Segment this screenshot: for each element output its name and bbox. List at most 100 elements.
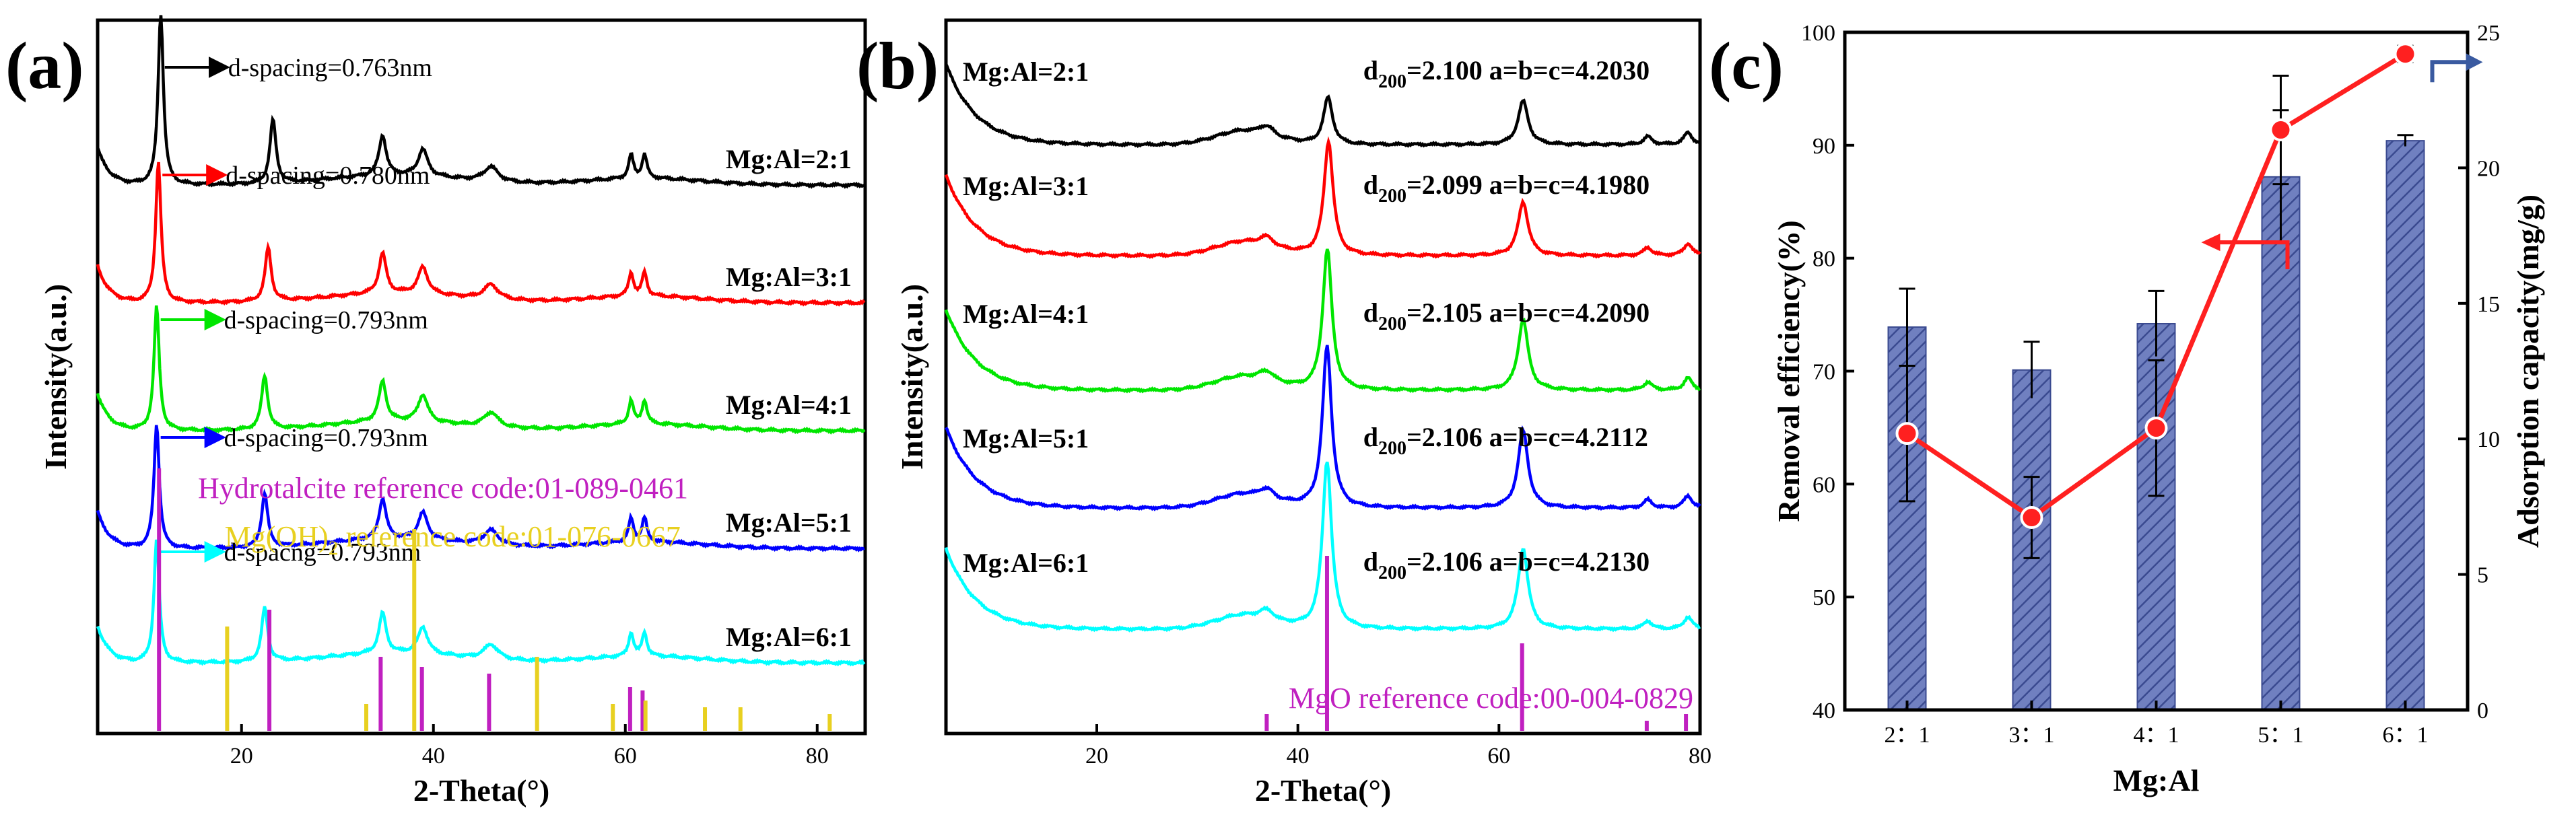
panel-b-ref-mgo-label: MgO reference code:00-004-0829: [1289, 682, 1693, 715]
panel-b-series-line: [944, 63, 1701, 149]
panel-a-dspacing-label: d-spacing=0.793nm: [224, 424, 428, 452]
panel-c-left-axis-arrowhead: [2201, 234, 2221, 252]
panel-c-ytick-label: 60: [1812, 472, 1835, 497]
panel-c-xtick-label: 3：1: [2009, 723, 2055, 748]
panel-c-bar: [2385, 140, 2425, 711]
panel-b-xlabel: 2-Theta(°): [1255, 773, 1391, 808]
panel-c-ylabel: Removal efficiency(%): [1771, 220, 1806, 522]
panel-b-dspacing-sub: 200: [1378, 563, 1406, 583]
panel-a-ref-mgoh2-label: Mg(OH)2 reference code:01-076-0667: [225, 520, 681, 559]
panel-c-xtick-label: 4：1: [2134, 723, 2179, 748]
panel-c-point: [2269, 118, 2293, 142]
panel-b-dspacing-label: d200=2.099 a=b=c=4.1980: [1363, 170, 1650, 207]
panel-b-xtick-label: 40: [1287, 744, 1310, 769]
panel-b-dspacing-sub: 200: [1378, 438, 1406, 459]
panel-a-dspacing-label: d-spacing=0.763nm: [228, 54, 432, 82]
panel-b-xtick-label: 80: [1689, 744, 1711, 769]
panel-b-dspacing-value: =2.105 a=b=c=4.2090: [1406, 297, 1650, 328]
panel-b-dspacing-d: d: [1363, 546, 1378, 577]
panel-a-ref-mgoh2-suffix: reference code:01-076-0667: [339, 520, 681, 553]
panel-c-xtick-label: 6：1: [2383, 723, 2429, 748]
panel-c-xtick-label: 5：1: [2258, 723, 2304, 748]
panel-a-ylabel: Intensity(a.u.): [38, 284, 73, 470]
panel-c-point: [2394, 42, 2417, 66]
panel-a-label: (a): [5, 28, 84, 103]
panel-a-xtick-label: 80: [806, 744, 829, 769]
panel-c-y2tick-label: 20: [2477, 156, 2500, 181]
panel-a-series-label: Mg:Al=3:1: [726, 262, 852, 292]
panel-a-dspacing-label: d-spacing=0.793nm: [224, 306, 428, 334]
panel-a-ref-hydrotalcite-label: Hydrotalcite reference code:01-089-0461: [198, 472, 688, 505]
panel-c-ytick-label: 50: [1812, 585, 1835, 610]
panel-c-right-axis-arrow: [2430, 60, 2470, 83]
panel-b-series-label: Mg:Al=2:1: [963, 57, 1089, 87]
panel-c-bar: [2261, 176, 2301, 711]
panel-a-series-line: [96, 162, 866, 307]
panel-b-dspacing-value: =2.100 a=b=c=4.2030: [1406, 55, 1650, 85]
panel-c-left-axis-arrow: [2213, 240, 2290, 270]
panel-a-dspacing-label: d-spacng=0.793nm: [224, 538, 421, 567]
panel-a-xtick-label: 40: [422, 744, 445, 769]
panel-a-ref-mgoh2-prefix: Mg(OH): [225, 520, 329, 553]
panel-c-chart: 40 50 60 70 80 90 100 0 5 10 15 20 25 2：1 3：1 4：1 5：1 6：1…: [1771, 21, 2545, 797]
panel-b-dspacing-d: d: [1363, 297, 1378, 328]
panel-c-right-axis-arrowhead: [2466, 53, 2483, 71]
panel-b-series-label: Mg:Al=6:1: [963, 548, 1089, 578]
panel-c-y2tick-label: 10: [2477, 427, 2500, 452]
panel-a-xtick-label: 20: [230, 744, 253, 769]
panel-c-y2label: Adsorption capacity(mg/g): [2511, 194, 2545, 548]
panel-c-y2tick-label: 25: [2477, 21, 2500, 46]
panel-b-dspacing-sub: 200: [1378, 186, 1406, 207]
panel-a-xlabel: 2-Theta(°): [413, 773, 549, 808]
panel-b-frame: [944, 18, 1702, 736]
panel-b-dspacing-d: d: [1363, 422, 1378, 452]
panel-c-y2tick-label: 15: [2477, 292, 2500, 317]
panel-c-y2tick-label: 5: [2477, 563, 2488, 588]
panel-a-frame: [96, 18, 867, 736]
panel-b-label: (b): [856, 28, 939, 103]
panel-b-chart: 20 40 60 80 2-Theta(°) Intensity(a.u.) Mg:Al=2…: [895, 18, 1711, 808]
panel-c-xlabel: Mg:Al: [2113, 763, 2200, 797]
panel-b-series-line: [945, 345, 1701, 511]
panel-c-ytick-label: 40: [1812, 699, 1835, 723]
panel-a-series-label: Mg:Al=2:1: [726, 144, 852, 174]
panel-b-dspacing-value: =2.099 a=b=c=4.1980: [1406, 170, 1650, 200]
panel-b-series-line: [944, 461, 1701, 633]
panel-b-dspacing-label: d200=2.106 a=b=c=4.2130: [1363, 546, 1650, 583]
panel-b-series-label: Mg:Al=4:1: [963, 299, 1089, 329]
panel-b-dspacing-value: =2.106 a=b=c=4.2130: [1406, 546, 1650, 577]
panel-b-dspacing-sub: 200: [1378, 71, 1406, 92]
panel-a-chart: 20 40 60 80 2-Theta(°) Intensity(a.u.) d-spaci…: [38, 15, 867, 808]
panel-a-ref-mgoh2-sub: 2: [329, 537, 339, 559]
panel-b-dspacing-value: =2.106 a=b=c=4.2112: [1406, 422, 1648, 452]
panel-b-series-label: Mg:Al=5:1: [963, 423, 1089, 454]
panel-c-y2tick-label: 0: [2477, 699, 2488, 723]
panel-b-dspacing-label: d200=2.106 a=b=c=4.2112: [1363, 422, 1648, 459]
panel-c-xtick-label: 2：1: [1885, 723, 1930, 748]
panel-c-ytick-label: 100: [1801, 21, 1835, 46]
panel-c-ytick-label: 90: [1812, 134, 1835, 159]
panel-b-series-line: [944, 136, 1701, 259]
panel-a-xtick-label: 60: [614, 744, 637, 769]
panel-a-series-label: Mg:Al=5:1: [726, 507, 852, 538]
panel-c-label: (c): [1709, 28, 1784, 103]
panel-a-dspacing-label: d-spacing=0.780nm: [226, 162, 430, 190]
panel-b-dspacing-sub: 200: [1378, 314, 1406, 334]
panel-b-dspacing-d: d: [1363, 55, 1378, 85]
panel-b-xtick-label: 20: [1085, 744, 1108, 769]
panel-a-series-label: Mg:Al=4:1: [726, 390, 852, 420]
panel-b-xtick-label: 60: [1487, 744, 1510, 769]
panel-c-point: [1895, 422, 1919, 445]
panel-b-ylabel: Intensity(a.u.): [895, 284, 929, 470]
panel-b-dspacing-label: d200=2.105 a=b=c=4.2090: [1363, 297, 1650, 334]
panel-c-point: [2020, 506, 2043, 530]
panel-b-series-line: [944, 248, 1701, 394]
panel-c-ytick-label: 80: [1812, 247, 1835, 272]
panel-b-dspacing-label: d200=2.100 a=b=c=4.2030: [1363, 55, 1650, 92]
panel-c-ytick-label: 70: [1812, 360, 1835, 385]
panel-a-series-label: Mg:Al=6:1: [726, 622, 852, 652]
panel-b-dspacing-d: d: [1363, 170, 1378, 200]
panel-b-series-label: Mg:Al=3:1: [963, 171, 1089, 201]
panel-c-point: [2144, 417, 2168, 440]
